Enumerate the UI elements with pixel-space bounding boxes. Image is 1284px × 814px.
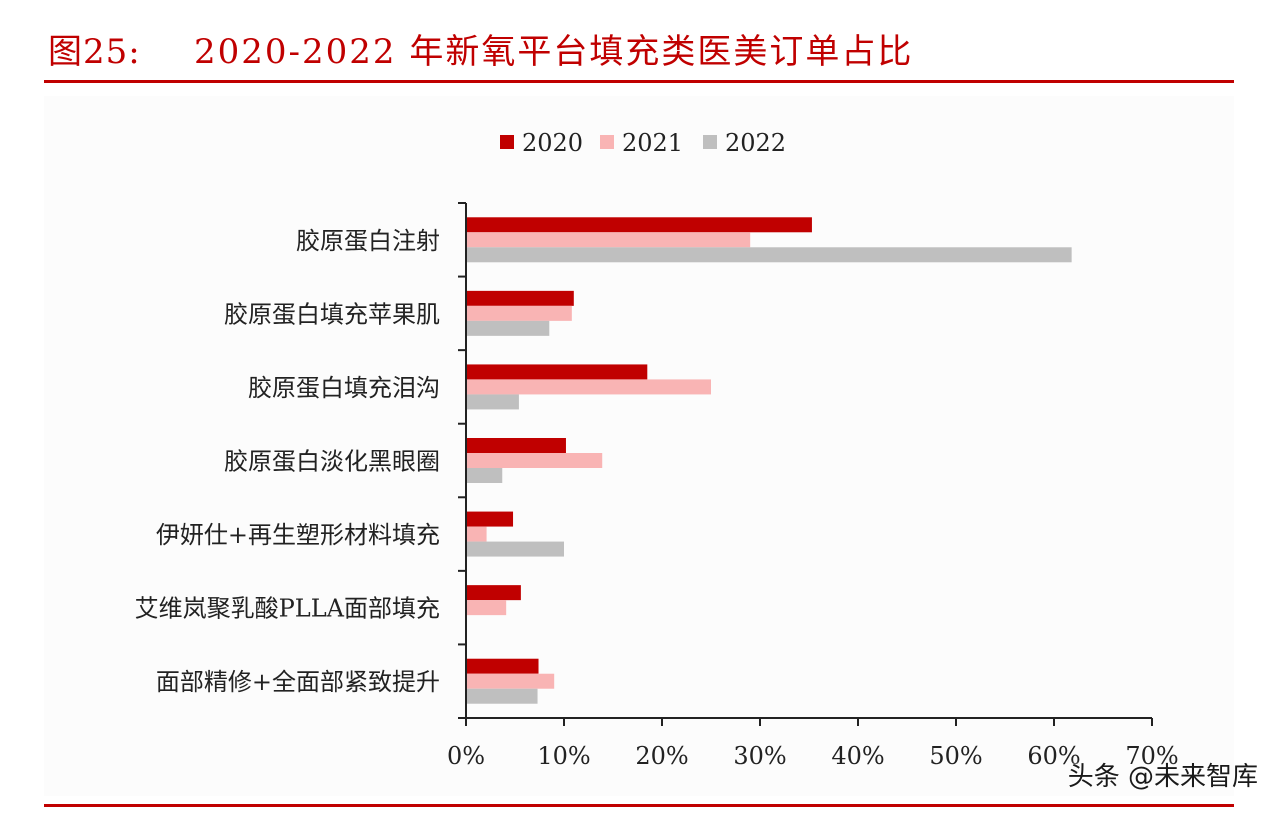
category-label-1: 胶原蛋白填充苹果肌 bbox=[224, 300, 440, 328]
bar-2020-1 bbox=[466, 290, 574, 306]
watermark: 头条 @未来智库 bbox=[1067, 762, 1258, 792]
bar-2020-0 bbox=[466, 217, 812, 233]
legend-swatch-2022 bbox=[703, 135, 717, 149]
category-label-0: 胶原蛋白注射 bbox=[296, 227, 440, 255]
category-label-4: 伊妍仕+再生塑形材料填充 bbox=[156, 521, 440, 549]
legend-swatch-2021 bbox=[600, 135, 614, 149]
bar-2021-2 bbox=[466, 379, 711, 395]
x-tick-label-6: 60% bbox=[1027, 742, 1080, 770]
category-label-3: 胶原蛋白淡化黑眼圈 bbox=[224, 448, 440, 476]
bar-2020-2 bbox=[466, 364, 648, 380]
bar-2020-5 bbox=[466, 585, 521, 601]
legend-label-2020: 2020 bbox=[522, 129, 583, 157]
bar-2021-3 bbox=[466, 453, 603, 468]
figure-header: 图25: 2020-2022 年新氧平台填充类医美订单占比 bbox=[44, 14, 1234, 83]
bar-2020-4 bbox=[466, 511, 514, 527]
bar-2022-2 bbox=[466, 394, 519, 410]
bar-2022-3 bbox=[466, 468, 503, 483]
bar-2022-4 bbox=[466, 541, 564, 557]
bar-2021-1 bbox=[466, 305, 572, 321]
x-tick-label-4: 40% bbox=[831, 742, 884, 770]
category-label-6: 面部精修+全面部紧致提升 bbox=[156, 668, 440, 696]
bar-2022-6 bbox=[466, 688, 538, 704]
bar-2022-0 bbox=[466, 247, 1072, 263]
x-tick-label-2: 20% bbox=[635, 742, 688, 770]
figure-label: 图25: bbox=[48, 32, 141, 72]
bar-2021-6 bbox=[466, 673, 555, 689]
bar-2021-4 bbox=[466, 526, 487, 542]
bar-2022-1 bbox=[466, 320, 550, 336]
bar-2020-3 bbox=[466, 438, 566, 453]
category-label-2: 胶原蛋白填充泪沟 bbox=[248, 374, 440, 402]
x-tick-label-7: 70% bbox=[1125, 742, 1178, 770]
legend-swatch-2020 bbox=[500, 135, 514, 149]
x-tick-label-1: 10% bbox=[537, 742, 590, 770]
legend-label-2022: 2022 bbox=[725, 129, 786, 157]
x-tick-label-5: 50% bbox=[929, 742, 982, 770]
chart-panel bbox=[44, 96, 1234, 796]
x-tick-label-3: 30% bbox=[733, 742, 786, 770]
bar-2021-0 bbox=[466, 232, 751, 248]
bar-2021-5 bbox=[466, 600, 507, 616]
category-label-5: 艾维岚聚乳酸PLLA面部填充 bbox=[135, 595, 440, 623]
legend-label-2021: 2021 bbox=[622, 129, 683, 157]
bar-2020-6 bbox=[466, 658, 539, 674]
chart-title: 2020-2022 年新氧平台填充类医美订单占比 bbox=[194, 32, 914, 72]
bottom-rule bbox=[44, 804, 1234, 807]
x-tick-label-0: 0% bbox=[447, 742, 485, 770]
